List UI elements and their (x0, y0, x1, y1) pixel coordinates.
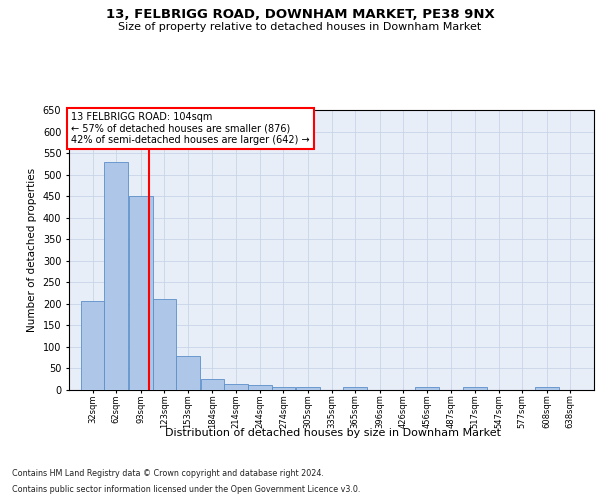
Bar (463, 388, 487, 390)
Text: Distribution of detached houses by size in Downham Market: Distribution of detached houses by size … (165, 428, 501, 438)
Text: 13, FELBRIGG ROAD, DOWNHAM MARKET, PE38 9NX: 13, FELBRIGG ROAD, DOWNHAM MARKET, PE38 … (106, 8, 494, 20)
Bar (81, 301, 104, 390)
Bar (272, 386, 295, 390)
Bar (248, 386, 272, 390)
Bar (224, 384, 248, 390)
Text: Size of property relative to detached houses in Downham Market: Size of property relative to detached ho… (118, 22, 482, 32)
Bar (129, 196, 152, 390)
Text: Contains HM Land Registry data © Crown copyright and database right 2024.: Contains HM Land Registry data © Crown c… (12, 468, 324, 477)
Bar (296, 386, 320, 390)
Y-axis label: Number of detached properties: Number of detached properties (27, 168, 37, 332)
Bar (415, 388, 439, 390)
Bar (200, 379, 224, 390)
Bar (176, 356, 200, 390)
Bar (343, 386, 367, 390)
Text: Contains public sector information licensed under the Open Government Licence v3: Contains public sector information licen… (12, 485, 361, 494)
Bar (152, 299, 176, 390)
Bar (104, 162, 128, 390)
Bar (535, 388, 559, 390)
Text: 13 FELBRIGG ROAD: 104sqm
← 57% of detached houses are smaller (876)
42% of semi-: 13 FELBRIGG ROAD: 104sqm ← 57% of detach… (71, 112, 310, 146)
